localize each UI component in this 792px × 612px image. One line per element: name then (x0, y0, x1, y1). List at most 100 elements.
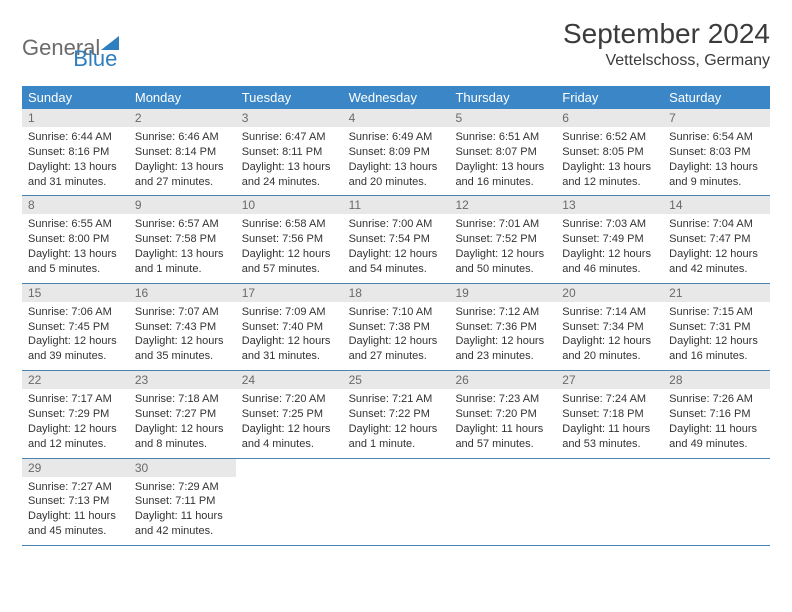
daylight-text: Daylight: 12 hours and 57 minutes. (242, 247, 337, 277)
daylight-text: Daylight: 12 hours and 1 minute. (349, 422, 444, 452)
day-body: Sunrise: 7:27 AMSunset: 7:13 PMDaylight:… (22, 477, 129, 545)
day-body: Sunrise: 7:21 AMSunset: 7:22 PMDaylight:… (343, 389, 450, 457)
daylight-text: Daylight: 12 hours and 16 minutes. (669, 334, 764, 364)
sunset-text: Sunset: 7:56 PM (242, 232, 337, 247)
sunrise-text: Sunrise: 6:52 AM (562, 130, 657, 145)
day-number: 26 (449, 371, 556, 389)
day-number: 12 (449, 196, 556, 214)
day-header: Thursday (449, 86, 556, 109)
day-body: Sunrise: 7:18 AMSunset: 7:27 PMDaylight:… (129, 389, 236, 457)
calendar-cell: 9Sunrise: 6:57 AMSunset: 7:58 PMDaylight… (129, 196, 236, 282)
sunset-text: Sunset: 7:16 PM (669, 407, 764, 422)
calendar-cell: 22Sunrise: 7:17 AMSunset: 7:29 PMDayligh… (22, 371, 129, 457)
sunrise-text: Sunrise: 7:17 AM (28, 392, 123, 407)
day-body: Sunrise: 6:46 AMSunset: 8:14 PMDaylight:… (129, 127, 236, 195)
day-body: Sunrise: 7:10 AMSunset: 7:38 PMDaylight:… (343, 302, 450, 370)
sunrise-text: Sunrise: 6:51 AM (455, 130, 550, 145)
day-number: 1 (22, 109, 129, 127)
day-number: 16 (129, 284, 236, 302)
sunrise-text: Sunrise: 6:44 AM (28, 130, 123, 145)
day-number: 13 (556, 196, 663, 214)
sunrise-text: Sunrise: 7:09 AM (242, 305, 337, 320)
calendar-cell: 17Sunrise: 7:09 AMSunset: 7:40 PMDayligh… (236, 284, 343, 370)
title-block: September 2024 Vettelschoss, Germany (563, 18, 770, 70)
sunset-text: Sunset: 7:58 PM (135, 232, 230, 247)
month-title: September 2024 (563, 18, 770, 50)
calendar-cell: 3Sunrise: 6:47 AMSunset: 8:11 PMDaylight… (236, 109, 343, 195)
calendar-cell: 4Sunrise: 6:49 AMSunset: 8:09 PMDaylight… (343, 109, 450, 195)
daylight-text: Daylight: 11 hours and 42 minutes. (135, 509, 230, 539)
calendar-cell: 19Sunrise: 7:12 AMSunset: 7:36 PMDayligh… (449, 284, 556, 370)
sunset-text: Sunset: 7:27 PM (135, 407, 230, 422)
daylight-text: Daylight: 12 hours and 27 minutes. (349, 334, 444, 364)
day-body (236, 477, 343, 541)
daylight-text: Daylight: 13 hours and 16 minutes. (455, 160, 550, 190)
day-number: 18 (343, 284, 450, 302)
sunset-text: Sunset: 7:47 PM (669, 232, 764, 247)
day-body: Sunrise: 7:23 AMSunset: 7:20 PMDaylight:… (449, 389, 556, 457)
day-number: 10 (236, 196, 343, 214)
day-body: Sunrise: 6:44 AMSunset: 8:16 PMDaylight:… (22, 127, 129, 195)
day-number: 11 (343, 196, 450, 214)
day-number (343, 459, 450, 477)
day-header: Monday (129, 86, 236, 109)
daylight-text: Daylight: 12 hours and 46 minutes. (562, 247, 657, 277)
calendar-cell (236, 459, 343, 545)
calendar-cell: 25Sunrise: 7:21 AMSunset: 7:22 PMDayligh… (343, 371, 450, 457)
calendar-cell (449, 459, 556, 545)
daylight-text: Daylight: 12 hours and 12 minutes. (28, 422, 123, 452)
day-body: Sunrise: 6:51 AMSunset: 8:07 PMDaylight:… (449, 127, 556, 195)
daylight-text: Daylight: 13 hours and 1 minute. (135, 247, 230, 277)
sunrise-text: Sunrise: 7:29 AM (135, 480, 230, 495)
day-header: Saturday (663, 86, 770, 109)
sunrise-text: Sunrise: 7:21 AM (349, 392, 444, 407)
calendar-cell: 23Sunrise: 7:18 AMSunset: 7:27 PMDayligh… (129, 371, 236, 457)
calendar-cell: 29Sunrise: 7:27 AMSunset: 7:13 PMDayligh… (22, 459, 129, 545)
daylight-text: Daylight: 13 hours and 5 minutes. (28, 247, 123, 277)
day-number: 4 (343, 109, 450, 127)
sunrise-text: Sunrise: 7:14 AM (562, 305, 657, 320)
daylight-text: Daylight: 13 hours and 31 minutes. (28, 160, 123, 190)
daylight-text: Daylight: 12 hours and 23 minutes. (455, 334, 550, 364)
calendar-cell: 26Sunrise: 7:23 AMSunset: 7:20 PMDayligh… (449, 371, 556, 457)
daylight-text: Daylight: 12 hours and 31 minutes. (242, 334, 337, 364)
day-body: Sunrise: 6:52 AMSunset: 8:05 PMDaylight:… (556, 127, 663, 195)
calendar-header-row: Sunday Monday Tuesday Wednesday Thursday… (22, 86, 770, 109)
day-body: Sunrise: 7:20 AMSunset: 7:25 PMDaylight:… (236, 389, 343, 457)
calendar-cell: 13Sunrise: 7:03 AMSunset: 7:49 PMDayligh… (556, 196, 663, 282)
sunset-text: Sunset: 7:34 PM (562, 320, 657, 335)
sunset-text: Sunset: 7:11 PM (135, 494, 230, 509)
sunset-text: Sunset: 7:31 PM (669, 320, 764, 335)
day-number: 17 (236, 284, 343, 302)
sunrise-text: Sunrise: 7:18 AM (135, 392, 230, 407)
daylight-text: Daylight: 12 hours and 20 minutes. (562, 334, 657, 364)
sunrise-text: Sunrise: 7:12 AM (455, 305, 550, 320)
calendar-cell: 27Sunrise: 7:24 AMSunset: 7:18 PMDayligh… (556, 371, 663, 457)
calendar-cell: 10Sunrise: 6:58 AMSunset: 7:56 PMDayligh… (236, 196, 343, 282)
sunset-text: Sunset: 7:25 PM (242, 407, 337, 422)
sunset-text: Sunset: 8:16 PM (28, 145, 123, 160)
calendar-cell: 14Sunrise: 7:04 AMSunset: 7:47 PMDayligh… (663, 196, 770, 282)
daylight-text: Daylight: 12 hours and 4 minutes. (242, 422, 337, 452)
calendar-cell: 7Sunrise: 6:54 AMSunset: 8:03 PMDaylight… (663, 109, 770, 195)
day-number: 28 (663, 371, 770, 389)
day-number (556, 459, 663, 477)
day-body: Sunrise: 7:15 AMSunset: 7:31 PMDaylight:… (663, 302, 770, 370)
sunrise-text: Sunrise: 7:20 AM (242, 392, 337, 407)
sunset-text: Sunset: 7:45 PM (28, 320, 123, 335)
sunset-text: Sunset: 7:49 PM (562, 232, 657, 247)
day-number: 8 (22, 196, 129, 214)
calendar-cell (663, 459, 770, 545)
day-body: Sunrise: 7:04 AMSunset: 7:47 PMDaylight:… (663, 214, 770, 282)
day-body: Sunrise: 6:49 AMSunset: 8:09 PMDaylight:… (343, 127, 450, 195)
logo-text-blue: Blue (73, 46, 117, 72)
sunset-text: Sunset: 7:20 PM (455, 407, 550, 422)
calendar-cell: 20Sunrise: 7:14 AMSunset: 7:34 PMDayligh… (556, 284, 663, 370)
sunrise-text: Sunrise: 7:01 AM (455, 217, 550, 232)
sunrise-text: Sunrise: 7:07 AM (135, 305, 230, 320)
sunrise-text: Sunrise: 7:00 AM (349, 217, 444, 232)
day-body: Sunrise: 7:07 AMSunset: 7:43 PMDaylight:… (129, 302, 236, 370)
day-number: 22 (22, 371, 129, 389)
daylight-text: Daylight: 13 hours and 9 minutes. (669, 160, 764, 190)
sunset-text: Sunset: 8:05 PM (562, 145, 657, 160)
